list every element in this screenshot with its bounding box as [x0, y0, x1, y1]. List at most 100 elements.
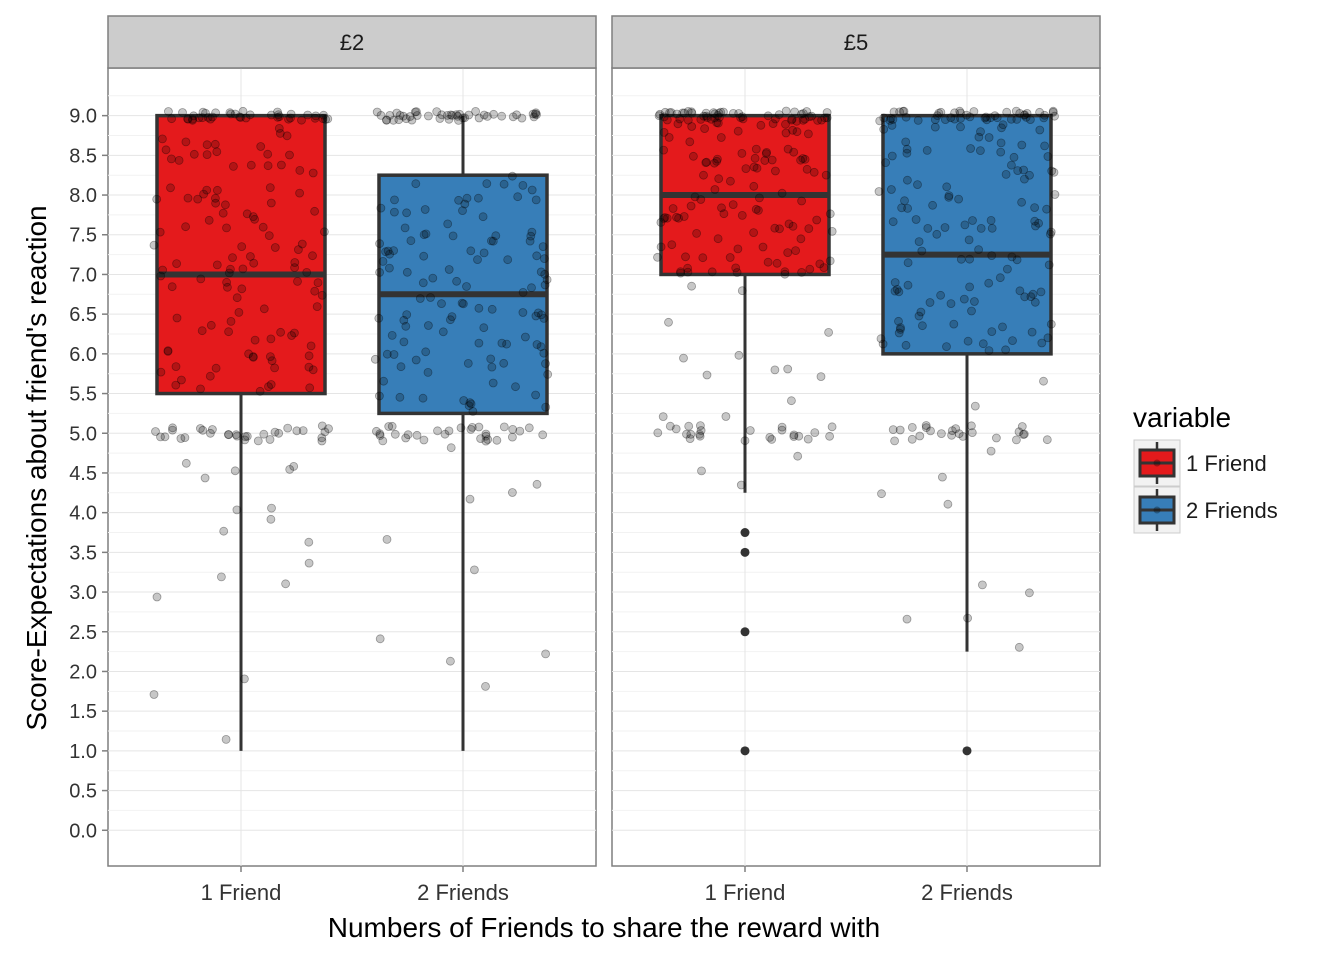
observation-point: [199, 189, 209, 199]
observation-point: [517, 113, 527, 123]
observation-point: [1030, 203, 1039, 213]
observation-point: [932, 229, 942, 239]
observation-point: [528, 109, 538, 119]
observation-point: [400, 223, 410, 233]
observation-point: [181, 458, 191, 468]
observation-point: [287, 331, 297, 340]
observation-point: [152, 194, 162, 204]
observation-point: [538, 242, 548, 252]
observation-point: [1042, 435, 1052, 445]
outlier-point: [962, 746, 972, 756]
observation-point: [683, 267, 693, 277]
observation-point: [974, 245, 983, 255]
observation-point: [978, 580, 987, 590]
box-1: [149, 106, 333, 751]
observation-point: [660, 213, 670, 222]
observation-point: [224, 430, 234, 440]
observation-point: [255, 386, 265, 396]
observation-point: [715, 113, 724, 122]
observation-point: [902, 614, 912, 624]
observation-point: [204, 215, 214, 225]
observation-point: [218, 208, 228, 218]
observation-point: [382, 349, 392, 359]
observation-point: [317, 290, 327, 300]
observation-point: [263, 161, 273, 171]
observation-point: [986, 113, 996, 123]
observation-point: [921, 421, 931, 430]
observation-point: [295, 165, 305, 175]
observation-point: [370, 354, 380, 364]
observation-point: [258, 222, 268, 232]
observation-point: [503, 255, 513, 265]
observation-point: [1042, 204, 1051, 214]
observation-point: [950, 108, 959, 118]
observation-point: [942, 342, 951, 352]
observation-point: [532, 110, 541, 119]
observation-point: [226, 109, 236, 119]
observation-point: [174, 155, 184, 165]
observation-point: [1043, 333, 1053, 343]
observation-point: [222, 223, 231, 233]
observation-point: [950, 114, 959, 124]
observation-point: [224, 268, 234, 278]
observation-point: [668, 204, 678, 213]
observation-point: [200, 473, 210, 483]
observation-point: [768, 119, 778, 128]
observation-point: [793, 451, 803, 461]
observation-point: [758, 242, 768, 252]
observation-point: [474, 113, 484, 123]
observation-point: [1037, 338, 1047, 348]
observation-point: [902, 148, 912, 158]
observation-point: [312, 302, 322, 312]
observation-point: [1022, 109, 1032, 118]
observation-point: [172, 259, 182, 269]
observation-point: [887, 185, 896, 194]
observation-point: [208, 112, 217, 122]
y-tick-label: 3.5: [69, 542, 97, 564]
observation-point: [311, 111, 321, 121]
observation-point: [163, 107, 173, 116]
observation-point: [194, 113, 204, 123]
observation-point: [899, 106, 909, 116]
observation-point: [156, 271, 166, 281]
observation-point: [240, 432, 250, 442]
observation-point: [777, 425, 787, 435]
observation-point: [318, 114, 328, 124]
observation-point: [320, 427, 330, 437]
observation-point: [385, 111, 395, 120]
observation-point: [807, 111, 816, 121]
observation-point: [965, 112, 975, 122]
observation-point: [673, 119, 683, 129]
observation-point: [733, 126, 743, 136]
observation-point: [934, 108, 944, 118]
observation-point: [234, 307, 244, 317]
observation-point: [681, 252, 690, 262]
observation-point: [459, 396, 469, 405]
observation-point: [1048, 107, 1058, 117]
observation-point: [712, 118, 722, 127]
observation-point: [392, 108, 402, 118]
observation-point: [389, 207, 399, 217]
observation-point: [791, 246, 800, 256]
observation-point: [804, 129, 813, 139]
observation-point: [419, 230, 429, 240]
observation-point: [1034, 218, 1043, 228]
legend-key-1: 1 Friend: [1133, 439, 1267, 487]
observation-point: [463, 358, 473, 368]
observation-point: [295, 188, 305, 198]
observation-point: [266, 110, 276, 120]
observation-point: [180, 433, 190, 443]
observation-point: [976, 223, 986, 233]
observation-point: [752, 163, 762, 173]
observation-point: [710, 185, 720, 194]
legend-title: variable: [1133, 402, 1231, 433]
observation-point: [304, 537, 314, 547]
observation-point: [809, 167, 819, 177]
observation-point: [401, 114, 411, 124]
observation-point: [390, 195, 399, 205]
observation-point: [172, 313, 182, 323]
observation-point: [996, 138, 1006, 148]
observation-point: [437, 110, 447, 120]
observation-point: [918, 321, 927, 331]
observation-point: [903, 203, 912, 213]
